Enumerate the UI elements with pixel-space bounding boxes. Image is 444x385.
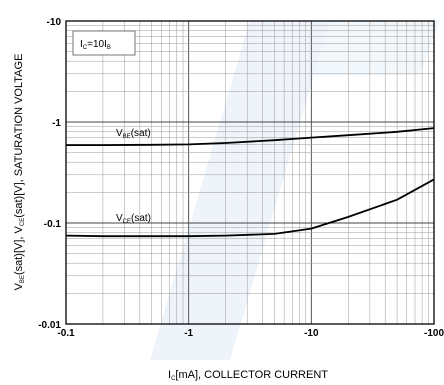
background-watermark xyxy=(150,20,440,360)
y-tick-label: -0.1 xyxy=(44,219,62,230)
series xyxy=(65,127,435,238)
series-label-vbe: VBE(sat) xyxy=(116,128,151,140)
y-tick-label: -1 xyxy=(52,118,61,129)
x-axis-title: IC[mA], COLLECTOR CURRENT xyxy=(168,369,328,382)
series-line-vce-sat xyxy=(65,178,435,238)
x-tick-label: -100 xyxy=(424,328,444,339)
series-label-vce: VCE(sat) xyxy=(116,213,151,225)
plot-frame xyxy=(65,20,435,325)
condition-box: IC=10IB xyxy=(72,30,136,56)
y-axis-title: VBE(sat)[V], VCE(sat)[V], SATURATION VOL… xyxy=(13,54,26,291)
x-tick-label: -10 xyxy=(304,328,319,339)
series-line-vbe-sat xyxy=(66,127,435,147)
x-tick-label: -1 xyxy=(184,328,193,339)
condition-label: IC=10IB xyxy=(80,39,111,51)
x-tick-label: -0.1 xyxy=(57,328,75,339)
tick-labels: -0.1 -1 -10 -100-0.01-0.1-1-10 xyxy=(38,17,444,339)
grid xyxy=(66,21,434,324)
y-tick-label: -0.01 xyxy=(38,320,61,331)
y-tick-label: -10 xyxy=(47,17,62,28)
